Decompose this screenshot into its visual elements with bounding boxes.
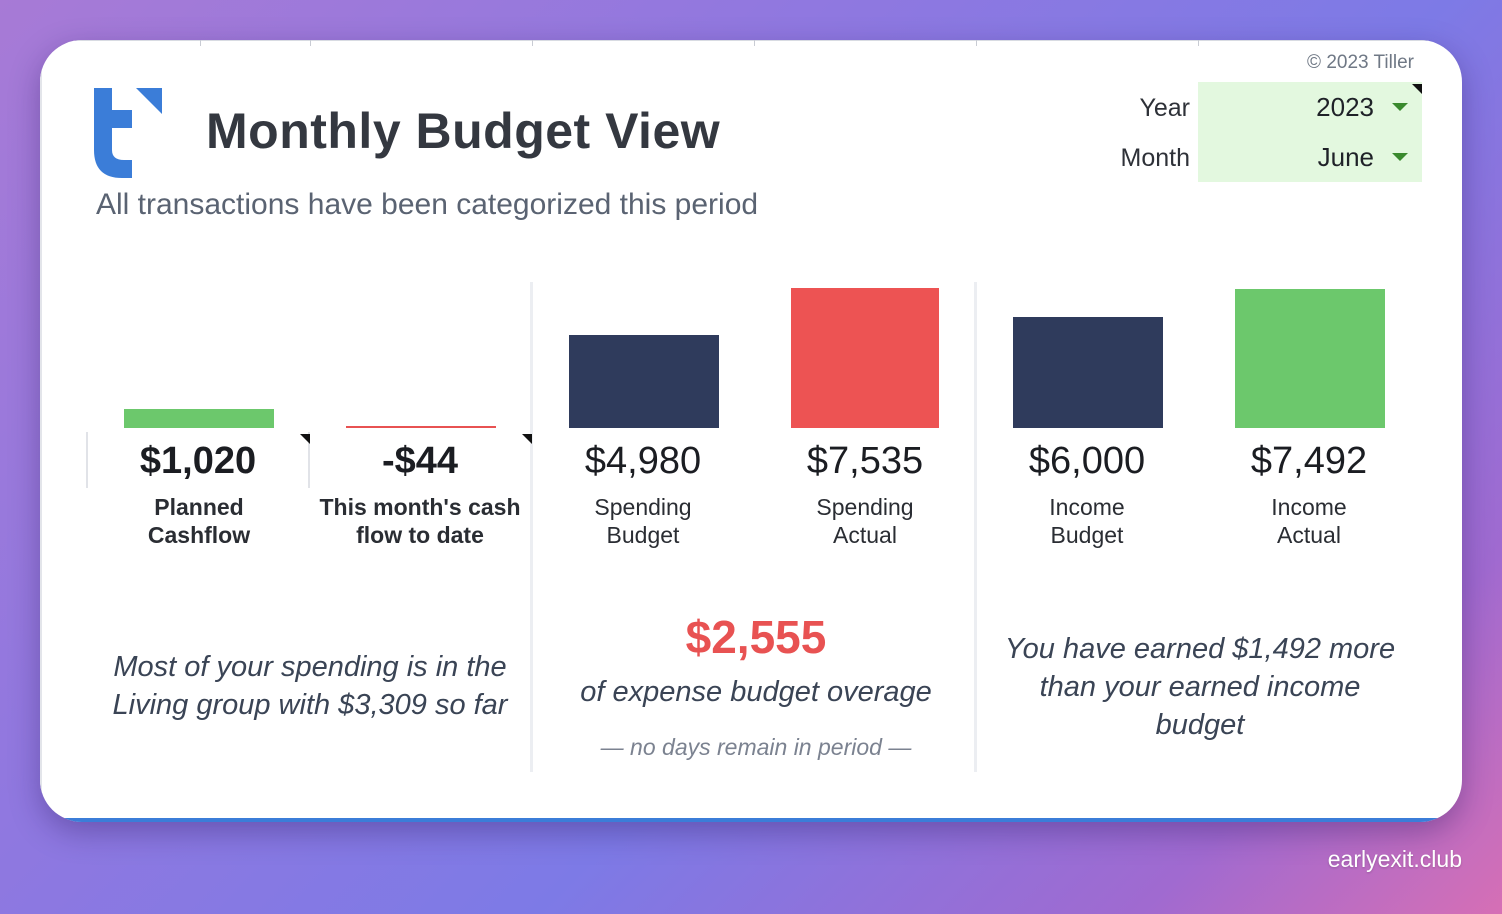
income-insight: You have earned $1,492 more than your ea… — [980, 630, 1420, 744]
note-corner-icon — [300, 434, 310, 444]
planned-cashflow-amount: $1,020 — [139, 440, 257, 482]
label-line: Budget — [606, 522, 680, 548]
note-corner-icon — [522, 434, 532, 444]
note-corner-icon — [1412, 84, 1422, 94]
cell-border — [86, 432, 88, 488]
sheet-left-border — [40, 40, 42, 822]
month-label: Month — [1120, 144, 1190, 172]
budget-card: © 2023 Tiller Monthly Budget View All tr… — [40, 40, 1462, 822]
income-actual-label: Income Actual — [1198, 493, 1420, 549]
label-line: Spending — [594, 494, 692, 520]
income-budget-amount: $6,000 — [1028, 440, 1146, 482]
bar-income-actual — [1235, 288, 1385, 428]
insight-line: budget — [1155, 709, 1245, 741]
bar-spending-actual — [791, 288, 939, 428]
month-value: June — [1317, 142, 1374, 172]
label-line: Planned — [154, 494, 244, 520]
page-title: Monthly Budget View — [206, 103, 721, 159]
sheet-column-tick — [532, 40, 533, 46]
label-line: Budget — [1050, 522, 1124, 548]
insight-line: Living group with $3,309 so far — [112, 689, 508, 721]
year-label: Year — [1139, 94, 1190, 122]
cashflow-to-date-amount: -$44 — [381, 440, 459, 482]
label-line: Spending — [816, 494, 914, 520]
label-line: Actual — [833, 522, 897, 548]
spending-budget-amount: $4,980 — [584, 440, 702, 482]
watermark-text: earlyexit.club — [1327, 846, 1462, 872]
bar-spending-budget — [569, 335, 719, 428]
spending-actual-label: Spending Actual — [754, 493, 976, 549]
cashflow-to-date-label: This month's cash flow to date — [309, 493, 531, 549]
section-divider — [974, 282, 977, 772]
income-actual-amount: $7,492 — [1250, 440, 1368, 482]
section-divider — [530, 282, 533, 772]
insight-line: than your earned income — [1039, 671, 1361, 703]
income-budget-label: Income Budget — [976, 493, 1198, 549]
label-line: Income — [1049, 494, 1125, 520]
spending-actual-amount: $7,535 — [806, 440, 924, 482]
chevron-down-icon[interactable] — [1392, 153, 1408, 161]
copyright-text: © 2023 Tiller — [1307, 52, 1414, 73]
sheet-column-tick — [754, 40, 755, 46]
insight-line: Most of your spending is in the — [113, 651, 507, 683]
month-select[interactable]: June — [1198, 132, 1422, 182]
sheet-column-tick — [1198, 40, 1199, 46]
sheet-column-tick — [976, 40, 977, 46]
insight-line: You have earned $1,492 more — [1004, 633, 1396, 665]
cell-border — [308, 432, 310, 488]
days-remaining-note: — no days remain in period — — [600, 734, 912, 760]
label-line: Actual — [1277, 522, 1341, 548]
card-bottom-accent — [40, 818, 1462, 822]
year-value: 2023 — [1316, 92, 1374, 122]
bar-income-budget — [1013, 316, 1163, 428]
chevron-down-icon[interactable] — [1392, 103, 1408, 111]
sheet-column-tick — [200, 40, 201, 46]
bar-cashflow-to-date — [346, 426, 496, 428]
spending-budget-label: Spending Budget — [532, 493, 754, 549]
year-select[interactable]: 2023 — [1198, 82, 1422, 132]
sheet-column-tick — [310, 40, 311, 46]
planned-cashflow-label: Planned Cashflow — [88, 493, 310, 549]
overage-label: of expense budget overage — [580, 676, 932, 708]
page-subtitle: All transactions have been categorized t… — [96, 188, 759, 221]
label-line: Cashflow — [147, 522, 251, 548]
spending-group-insight: Most of your spending is in the Living g… — [88, 648, 532, 724]
sheet-gridline — [40, 40, 1462, 41]
label-line: Income — [1271, 494, 1347, 520]
bar-planned-cashflow — [124, 409, 274, 428]
overage-amount: $2,555 — [685, 611, 827, 663]
label-line: flow to date — [356, 522, 484, 548]
tiller-logo-icon — [94, 88, 162, 178]
label-line: This month's cash — [319, 494, 521, 520]
